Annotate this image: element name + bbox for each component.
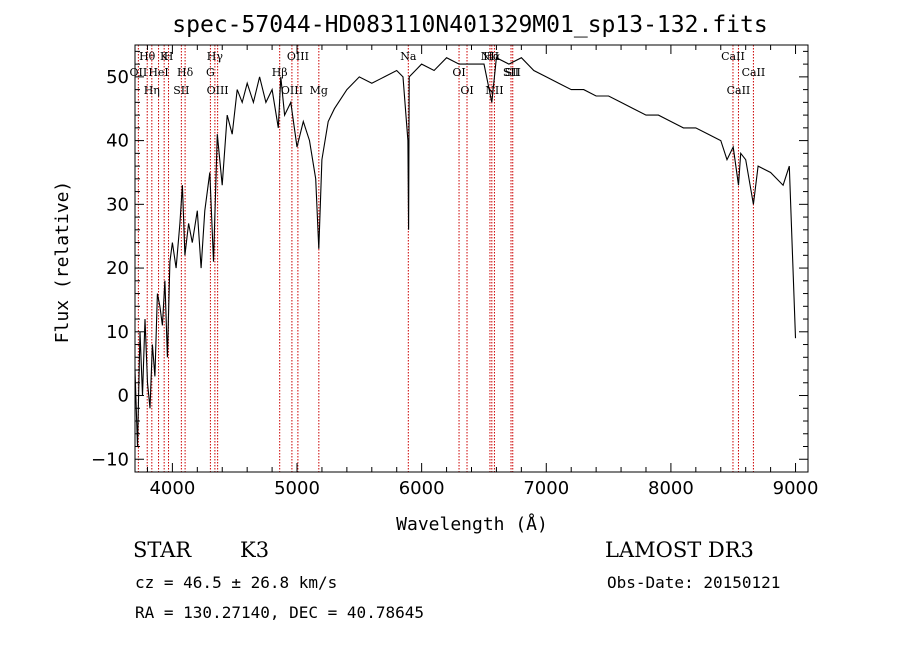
- spectral-line-label: Hδ: [177, 66, 194, 79]
- spectral-line-label: K: [160, 50, 169, 63]
- y-tick-label: 40: [106, 131, 129, 152]
- spectral-line-label: Hθ: [139, 50, 156, 63]
- plot-frame: [134, 44, 809, 473]
- y-tick-label: 0: [118, 386, 129, 407]
- spectral-line-label: OII: [130, 66, 148, 79]
- y-tick-label: 20: [106, 258, 129, 279]
- y-tick-label: 10: [106, 322, 129, 343]
- axis-ticks: 4000 5000 6000 7000 8000 9000 −10 0 10 20 30 40 50: [91, 45, 818, 499]
- spectral-line-label: SII: [173, 84, 189, 97]
- spectral-line-label: OI: [460, 84, 473, 97]
- spectral-line-label: OIII: [207, 84, 229, 97]
- spectral-line-label: OI: [452, 66, 465, 79]
- y-axis-label: Flux (relative): [52, 181, 73, 344]
- spectral-line-label: G: [206, 66, 215, 79]
- spectral-line-label: OIII: [287, 50, 309, 63]
- spectral-line-label: H: [164, 50, 174, 63]
- y-tick-label: 30: [106, 194, 129, 215]
- x-tick-label: 9000: [773, 478, 819, 499]
- chart-title: spec-57044-HD083110N401329M01_sp13-132.f…: [172, 12, 767, 38]
- spectrum-series-line: [134, 56, 797, 447]
- y-tick-label: 50: [106, 67, 129, 88]
- spectral-line-label: Hγ: [207, 50, 224, 63]
- object-type: STAR: [133, 538, 192, 562]
- x-tick-label: 5000: [274, 478, 320, 499]
- spectral-line-label: Na: [400, 50, 417, 63]
- spectral-line-label: NII: [481, 50, 499, 63]
- observation-date: Obs-Date: 20150121: [607, 573, 781, 592]
- y-tick-label: −10: [91, 449, 129, 470]
- spectral-line-label: Hβ: [272, 66, 288, 79]
- x-tick-label: 7000: [523, 478, 569, 499]
- spectral-line-label: Hη: [144, 84, 160, 97]
- spectral-line-label: OIII: [281, 84, 303, 97]
- spectral-line-label: Mg: [310, 84, 328, 97]
- spectral-subclass: K3: [240, 538, 270, 562]
- spectral-line-label: CaII: [727, 84, 751, 97]
- spectral-line-labels: Hθ OII Hη K HeI SII HHδ OIII Hγ G OIII OIII Hβ Mg Na OI…: [130, 50, 766, 97]
- spectral-line-label: HeI: [148, 66, 168, 79]
- survey-name: LAMOST DR3: [605, 538, 754, 562]
- spectral-line-markers: [137, 45, 754, 472]
- x-tick-label: 4000: [149, 478, 195, 499]
- x-tick-label: 6000: [399, 478, 445, 499]
- coordinates: RA = 130.27140, DEC = 40.78645: [135, 603, 424, 622]
- spectral-line-label: SII: [505, 66, 521, 79]
- spectral-line-label: CaII: [742, 66, 766, 79]
- redshift-value: cz = 46.5 ± 26.8 km/s: [135, 573, 338, 592]
- x-tick-label: 8000: [648, 478, 694, 499]
- spectral-line-label: SII: [503, 66, 519, 79]
- spectral-line-label: CaII: [721, 50, 745, 63]
- x-axis-label: Wavelength (Å): [396, 513, 548, 535]
